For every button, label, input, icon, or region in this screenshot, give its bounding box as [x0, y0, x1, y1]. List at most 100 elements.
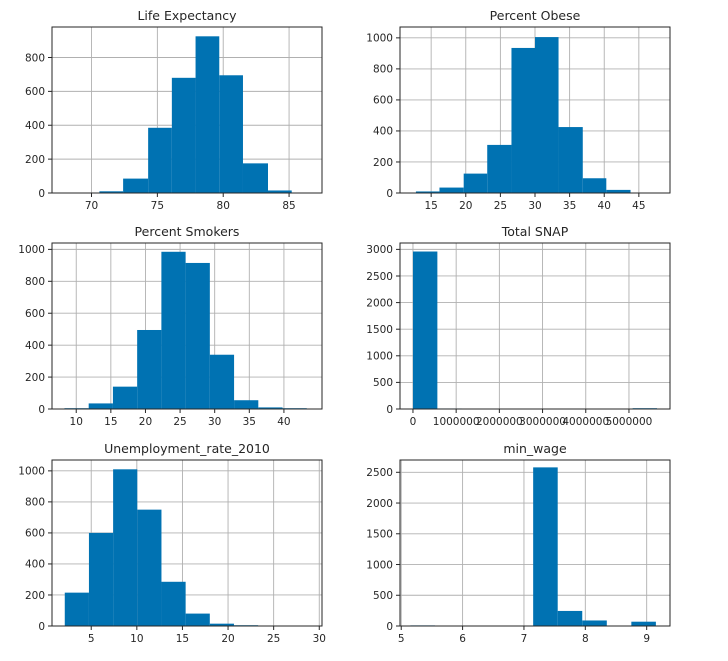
x-tick-label: 30	[528, 200, 541, 212]
y-tick-label: 200	[25, 372, 45, 384]
y-tick-label: 200	[373, 157, 393, 169]
y-tick-label: 0	[38, 621, 45, 633]
histogram-bar	[137, 329, 162, 409]
axes-frame	[399, 242, 671, 410]
x-tick-label: 40	[277, 416, 290, 428]
x-tick-label: 15	[104, 416, 117, 428]
y-tick-label: 1000	[18, 466, 45, 478]
histogram-bar	[415, 191, 440, 193]
histogram-bar	[258, 407, 283, 409]
x-tick-label: 6	[459, 633, 466, 645]
x-tick-label: 5	[88, 633, 95, 645]
x-tick-label: 35	[563, 200, 576, 212]
y-tick-label: 800	[25, 497, 45, 509]
histogram-bar	[209, 354, 235, 409]
histogram-bar	[511, 47, 535, 193]
histogram-bar	[582, 620, 607, 626]
x-tick-label: 25	[173, 416, 186, 428]
histogram-bar	[487, 144, 512, 193]
y-tick-label: 600	[25, 308, 45, 320]
x-tick-label: 30	[313, 633, 326, 645]
x-tick-label: 75	[151, 200, 164, 212]
histogram-bar	[412, 251, 438, 409]
histogram-bar	[161, 251, 186, 409]
x-tick-label: 9	[643, 633, 650, 645]
x-tick-label: 80	[217, 200, 230, 212]
subplot-title: Percent Obese	[490, 8, 581, 23]
subplot-title: Percent Smokers	[135, 224, 240, 239]
x-tick-label: 35	[243, 416, 256, 428]
x-tick-label: 7	[521, 633, 528, 645]
histogram-bar	[99, 191, 124, 193]
histogram-bar	[234, 400, 259, 409]
histogram-bar	[606, 189, 631, 193]
subplot-2: 15 20 25 30 35 40 45 0 200 400 600 800 1000 Percent O…	[366, 8, 671, 212]
x-tick-label: 45	[632, 200, 645, 212]
y-tick-label: 500	[373, 590, 393, 602]
histogram-bar	[209, 623, 234, 626]
histogram-bar	[242, 163, 268, 193]
y-tick-label: 0	[386, 404, 393, 416]
histogram-bar	[64, 592, 89, 626]
y-tick-label: 2000	[366, 297, 393, 309]
axes-frame	[51, 242, 323, 410]
subplot-title: Total SNAP	[501, 224, 569, 239]
y-tick-label: 400	[25, 120, 45, 132]
histogram-bar	[219, 75, 243, 193]
histogram-bar	[582, 178, 607, 193]
x-tick-label: 0	[410, 416, 417, 428]
x-tick-label: 40	[598, 200, 611, 212]
histogram-bar	[463, 173, 488, 193]
x-tick-label: 20	[139, 416, 152, 428]
subplot-5: 5 10 15 20 25 30 0 200 400 600 800 1000 Unemployment…	[18, 441, 326, 645]
x-tick-label: 2000000	[476, 416, 523, 428]
x-tick-label: 10	[130, 633, 143, 645]
y-tick-label: 2000	[366, 498, 393, 510]
x-tick-label: 15	[176, 633, 189, 645]
histogram-bar	[88, 532, 114, 626]
x-tick-label: 20	[459, 200, 472, 212]
histogram-bar	[195, 36, 220, 193]
y-tick-label: 400	[373, 126, 393, 138]
axes-frame	[399, 459, 671, 627]
y-tick-label: 800	[25, 52, 45, 64]
y-tick-label: 1500	[366, 324, 393, 336]
y-tick-label: 600	[25, 528, 45, 540]
x-tick-label: 10	[70, 416, 83, 428]
y-tick-label: 800	[373, 64, 393, 76]
x-tick-label: 15	[424, 200, 437, 212]
subplot-title: min_wage	[503, 441, 567, 456]
histogram-bar	[161, 581, 186, 626]
y-tick-label: 2500	[366, 467, 393, 479]
axes-frame	[51, 26, 323, 194]
x-tick-label: 25	[494, 200, 507, 212]
x-tick-label: 1000000	[433, 416, 480, 428]
y-tick-label: 400	[25, 559, 45, 571]
y-tick-label: 1000	[18, 244, 45, 256]
x-tick-label: 30	[208, 416, 221, 428]
x-tick-label: 70	[85, 200, 98, 212]
y-tick-label: 1000	[366, 33, 393, 45]
y-tick-label: 600	[373, 95, 393, 107]
x-tick-label: 5	[398, 633, 405, 645]
subplot-1: 70 75 80 85 0 200 400 600 800 Life Expectancy	[25, 8, 323, 212]
histogram-bar	[137, 509, 162, 626]
histogram-bar	[533, 467, 558, 626]
histogram-bar	[171, 77, 196, 193]
histogram-bar	[113, 469, 138, 626]
histogram-bar	[112, 386, 138, 409]
axes-frame	[51, 459, 323, 627]
y-tick-label: 1000	[366, 559, 393, 571]
x-tick-label: 25	[267, 633, 280, 645]
y-tick-label: 200	[25, 590, 45, 602]
subplot-title: Life Expectancy	[137, 8, 237, 23]
y-tick-label: 800	[25, 276, 45, 288]
histogram-bar	[185, 262, 210, 409]
histogram-bar	[557, 610, 583, 626]
histogram-bar	[268, 190, 292, 193]
subplot-6: 5 6 7 8 9 0 500 1000 1500 2000 2500 min_wage	[366, 441, 671, 645]
